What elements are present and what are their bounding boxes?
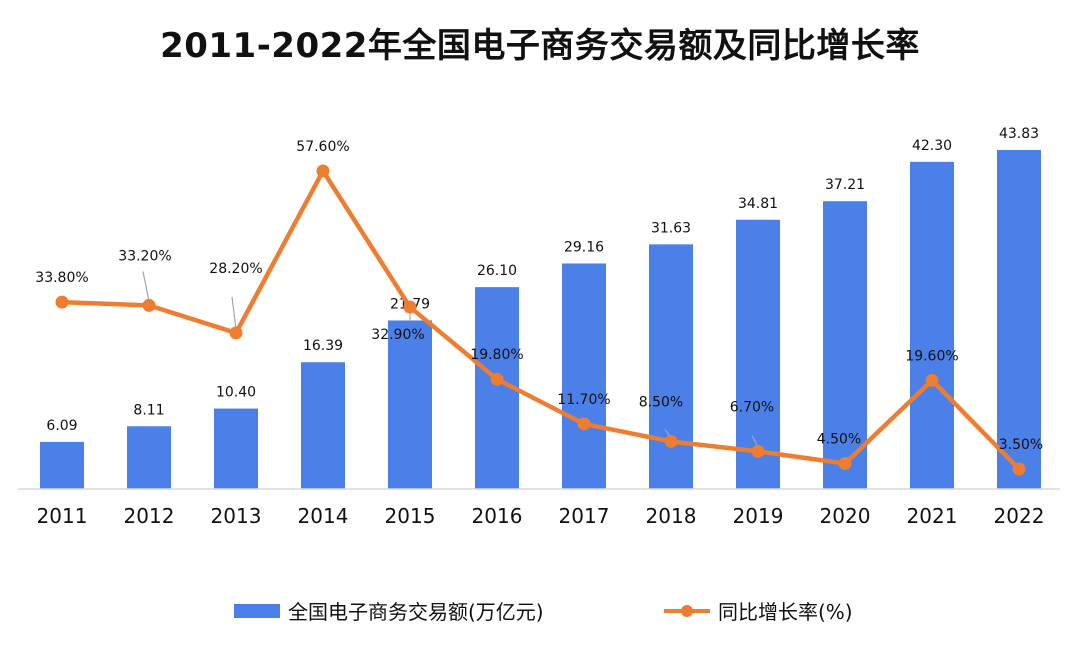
x-tick-2020: 2020 <box>820 504 871 528</box>
bar-label-2018: 31.63 <box>651 220 691 236</box>
growth-point-2013 <box>229 326 243 340</box>
legend-item-bar: 全国电子商务交易额(万亿元) <box>234 596 544 625</box>
x-tick-2022: 2022 <box>994 504 1045 528</box>
x-tick-2011: 2011 <box>37 504 88 528</box>
ticks-layer: 2011 2012 2013 2014 2015 2016 2017 2018 2019 2020… <box>37 504 1045 528</box>
x-tick-2018: 2018 <box>646 504 697 528</box>
bar-label-2013: 10.40 <box>216 385 256 401</box>
bar-2013 <box>214 408 258 489</box>
growth-point-2016 <box>490 372 504 386</box>
bar-2020 <box>823 201 867 490</box>
line-label-2013: 28.20% <box>209 261 262 277</box>
line-label-2017: 11.70% <box>557 392 610 408</box>
chart-title: 2011-2022年全国电子商务交易额及同比增长率 <box>160 26 920 66</box>
legend-bar-swatch <box>234 603 280 618</box>
x-tick-2017: 2017 <box>559 504 610 528</box>
bar-2017 <box>562 263 606 489</box>
growth-point-2017 <box>577 417 591 431</box>
bar-label-2011: 6.09 <box>46 418 77 434</box>
bar-2011 <box>40 441 84 489</box>
growth-point-2022 <box>1012 462 1026 476</box>
bar-label-2016: 26.10 <box>477 263 517 279</box>
line-label-2016: 19.80% <box>470 347 523 363</box>
growth-point-2011 <box>55 295 69 309</box>
x-tick-2012: 2012 <box>124 504 175 528</box>
line-label-2022: 3.50% <box>999 437 1043 453</box>
growth-point-2014 <box>316 164 330 178</box>
x-tick-2015: 2015 <box>385 504 436 528</box>
line-label-2021: 19.60% <box>905 348 958 364</box>
bar-2021 <box>910 161 954 489</box>
bar-label-2012: 8.11 <box>133 402 164 418</box>
bar-2022 <box>997 150 1041 489</box>
legend: 全国电子商务交易额(万亿元) 同比增长率(%) <box>0 596 1080 630</box>
bar-label-2019: 34.81 <box>738 196 778 212</box>
leader-line-2012 <box>142 271 150 302</box>
growth-point-2019 <box>751 444 765 458</box>
legend-item-line: 同比增长率(%) <box>664 596 853 625</box>
legend-label-bar: 全国电子商务交易额(万亿元) <box>288 600 544 624</box>
bar-2019 <box>736 219 780 490</box>
growth-point-2018 <box>664 434 678 448</box>
bar-2015 <box>388 320 432 489</box>
bar-label-2017: 29.16 <box>564 239 604 255</box>
bar-label-2014: 16.39 <box>303 338 343 354</box>
line-label-2018: 8.50% <box>639 394 683 410</box>
growth-point-2015 <box>403 300 417 314</box>
growth-point-2021 <box>925 373 939 387</box>
legend-label-line: 同比增长率(%) <box>718 600 853 624</box>
x-tick-2013: 2013 <box>211 504 262 528</box>
x-tick-2019: 2019 <box>733 504 784 528</box>
bars-layer <box>40 150 1041 490</box>
bar-label-2022: 43.83 <box>999 126 1039 142</box>
line-label-2011: 33.80% <box>35 270 88 286</box>
line-label-2015: 32.90% <box>371 327 424 343</box>
x-tick-2014: 2014 <box>298 504 349 528</box>
x-tick-2016: 2016 <box>472 504 523 528</box>
line-label-2012: 33.20% <box>118 248 171 264</box>
bar-label-2020: 37.21 <box>825 177 865 193</box>
bar-2014 <box>301 362 345 489</box>
line-layer <box>55 164 1026 476</box>
leader-line-2013 <box>231 296 237 330</box>
legend-line-swatch <box>664 604 710 618</box>
x-tick-2021: 2021 <box>907 504 958 528</box>
growth-point-2012 <box>142 298 156 312</box>
growth-point-2020 <box>838 456 852 470</box>
bar-2012 <box>127 426 171 489</box>
line-labels-layer: 33.80% 33.20% 28.20% 57.60% 32.90% 19.80% 11.7… <box>35 139 1043 453</box>
bar-labels-layer: 6.098.1110.4016.3921.7926.1029.1631.6334… <box>46 126 1039 434</box>
line-label-2014: 57.60% <box>296 139 349 155</box>
bar-2018 <box>649 244 693 489</box>
growth-line <box>61 168 1021 471</box>
combo-chart: 6.098.1110.4016.3921.7926.1029.1631.6334… <box>18 126 1060 528</box>
bar-label-2021: 42.30 <box>912 138 952 154</box>
line-label-2019: 6.70% <box>730 399 774 415</box>
line-label-2020: 4.50% <box>817 431 861 447</box>
